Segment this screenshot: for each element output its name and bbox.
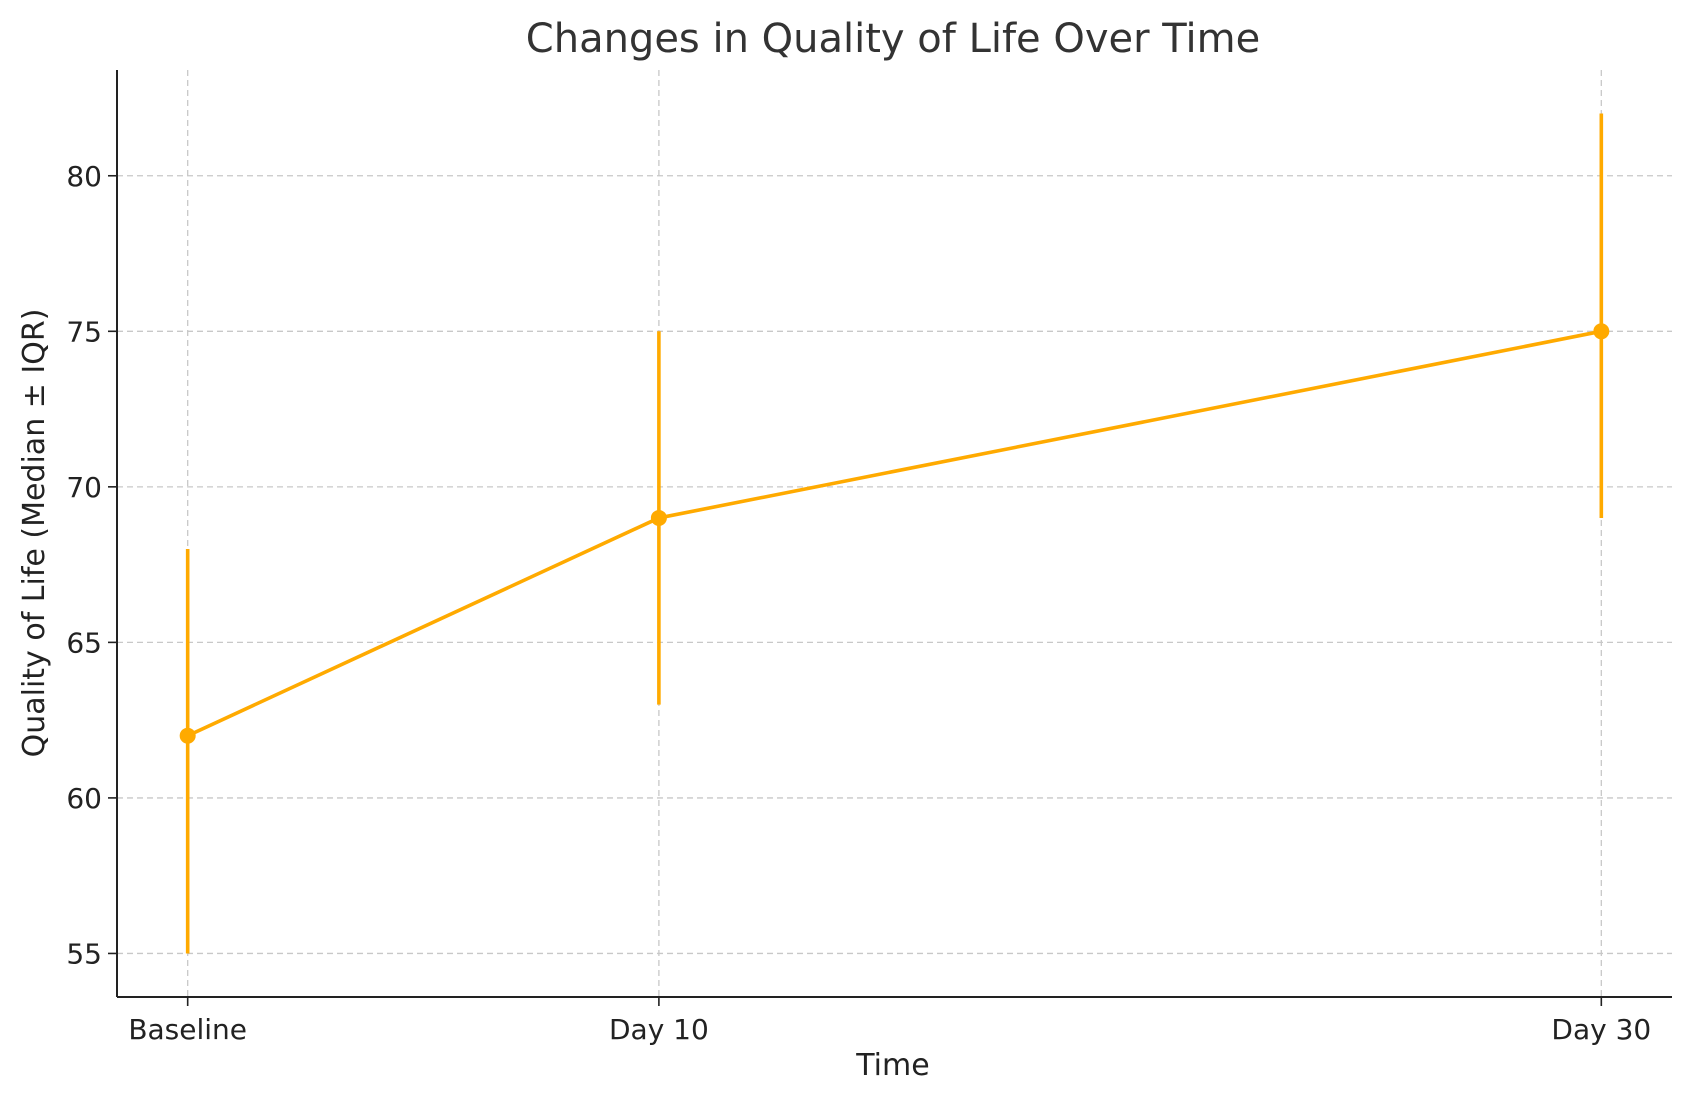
y-tick-label: 75 bbox=[66, 315, 102, 348]
y-tick-label: 70 bbox=[66, 471, 102, 504]
grid bbox=[117, 70, 1672, 997]
x-tick-label: Day 10 bbox=[609, 1013, 709, 1046]
y-tick-label: 80 bbox=[66, 160, 102, 193]
x-tick-label: Baseline bbox=[128, 1013, 247, 1046]
x-axis-label: Time bbox=[855, 1048, 929, 1083]
y-axis-label: Quality of Life (Median ± IQR) bbox=[17, 309, 52, 758]
data-point bbox=[179, 727, 196, 744]
series-line bbox=[186, 329, 1602, 738]
data-point bbox=[1593, 323, 1610, 340]
y-tick-label: 60 bbox=[66, 782, 102, 815]
chart-title: Changes in Quality of Life Over Time bbox=[526, 16, 1260, 62]
y-tick-label: 65 bbox=[66, 626, 102, 659]
y-tick-label: 55 bbox=[66, 937, 102, 970]
labels: Changes in Quality of Life Over Time Tim… bbox=[17, 16, 1260, 1083]
axes: 55 60 65 70 75 80 Baseline Day 10 Day 30 bbox=[66, 70, 1672, 1046]
x-tick-label: Day 30 bbox=[1551, 1013, 1651, 1046]
data-point bbox=[650, 509, 667, 526]
series bbox=[179, 113, 1610, 954]
